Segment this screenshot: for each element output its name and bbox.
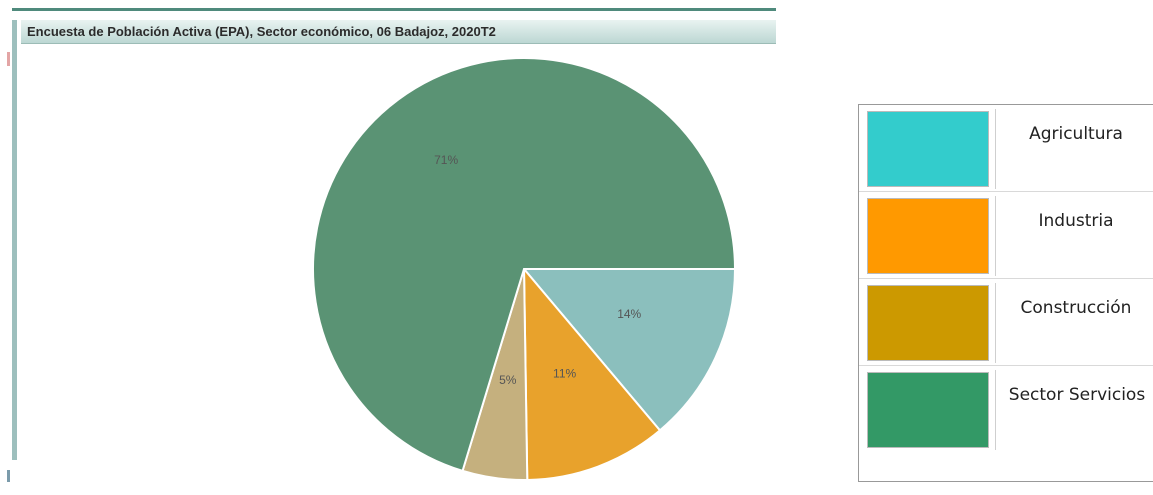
- pie-chart: 14% 11% 5% 71%: [312, 57, 737, 481]
- legend-item-agricultura: Agricultura: [859, 105, 1153, 192]
- legend-swatch: [867, 198, 989, 274]
- legend: Agricultura Industria Construcción Secto…: [858, 104, 1153, 482]
- chart-title: Encuesta de Población Activa (EPA), Sect…: [27, 24, 496, 39]
- pie-slice-label: 71%: [434, 153, 458, 167]
- left-rail: [12, 20, 17, 460]
- legend-row-rule: [859, 365, 1153, 366]
- legend-item-industria: Industria: [859, 192, 1153, 279]
- legend-item-construccion: Construcción: [859, 279, 1153, 366]
- legend-swatch: [867, 372, 989, 448]
- pie-slice-agricultura: [521, 268, 737, 432]
- pie-slice-label: 5%: [499, 373, 517, 387]
- left-marker-bottom: [7, 470, 10, 482]
- legend-divider: [995, 283, 996, 363]
- legend-swatch: [867, 285, 989, 361]
- legend-item-sector-servicios: Sector Servicios: [859, 366, 1153, 453]
- legend-divider: [995, 196, 996, 276]
- legend-row-rule: [859, 278, 1153, 279]
- pie-slice-label: 11%: [553, 367, 576, 381]
- pie-slice-label: 14%: [617, 307, 641, 321]
- pie-slice-industria: [522, 266, 662, 481]
- legend-label: Industria: [1038, 211, 1114, 231]
- left-marker: [7, 52, 10, 66]
- legend-divider: [995, 370, 996, 450]
- legend-label: Construcción: [1020, 298, 1132, 318]
- legend-label: Sector Servicios: [1008, 385, 1146, 405]
- legend-label: Agricultura: [1029, 124, 1123, 144]
- legend-row-rule: [859, 191, 1153, 192]
- top-rule: [12, 8, 776, 11]
- chart-title-bar: Encuesta de Población Activa (EPA), Sect…: [21, 20, 776, 44]
- legend-divider: [995, 109, 996, 189]
- pie-slice-sector-servicios: [312, 57, 737, 473]
- legend-swatch: [867, 111, 989, 187]
